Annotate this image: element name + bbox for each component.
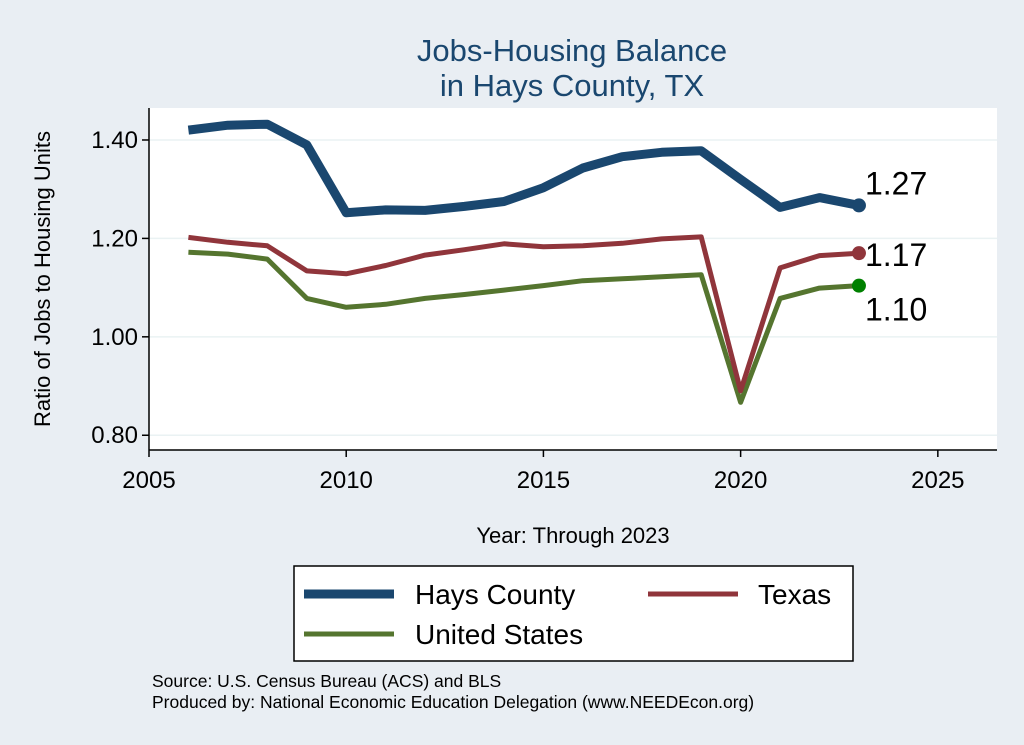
series-lines: 1.10 1.17 1.27: [187, 119, 927, 405]
series-line-hays-county: [187, 119, 860, 218]
end-label-hays-county: 1.27: [865, 165, 927, 201]
x-axis-label: Year: Through 2023: [476, 523, 669, 548]
legend-box: [293, 565, 854, 662]
x-tick-label: 2015: [517, 467, 570, 494]
end-marker-united-states: [851, 278, 866, 293]
chart-title-line-2: in Hays County, TX: [440, 68, 705, 103]
y-tick-label: 1.20: [91, 225, 138, 252]
legend-label-hays-county: Hays County: [415, 579, 575, 610]
series-line-texas: [188, 234, 860, 394]
legend: Hays County Texas United States: [293, 565, 854, 662]
end-marker-hays-county: [851, 198, 866, 213]
x-tick-label: 2005: [122, 467, 175, 494]
source-note-line-1: Source: U.S. Census Bureau (ACS) and BLS: [152, 671, 501, 691]
y-axis-label: Ratio of Jobs to Housing Units: [30, 131, 55, 427]
x-axis-ticks: 2005 2010 2015 2020 2025: [122, 450, 965, 494]
y-tick-label: 1.40: [91, 127, 138, 154]
y-tick-label: 1.00: [91, 324, 138, 351]
legend-label-texas: Texas: [758, 579, 831, 610]
y-tick-label: 0.80: [91, 422, 138, 449]
end-marker-texas: [851, 246, 866, 261]
end-label-texas: 1.17: [865, 237, 927, 273]
x-tick-label: 2020: [714, 467, 767, 494]
legend-label-united-states: United States: [415, 619, 583, 650]
x-tick-label: 2025: [911, 467, 964, 494]
series-line-united-states: [188, 249, 860, 405]
plot-area: [149, 108, 997, 450]
chart-title-line-1: Jobs-Housing Balance: [417, 33, 727, 68]
x-tick-label: 2010: [320, 467, 373, 494]
y-axis-ticks: 0.80 1.00 1.20 1.40: [91, 127, 149, 449]
end-label-united-states: 1.10: [865, 292, 927, 328]
source-note-line-2: Produced by: National Economic Education…: [152, 692, 754, 712]
